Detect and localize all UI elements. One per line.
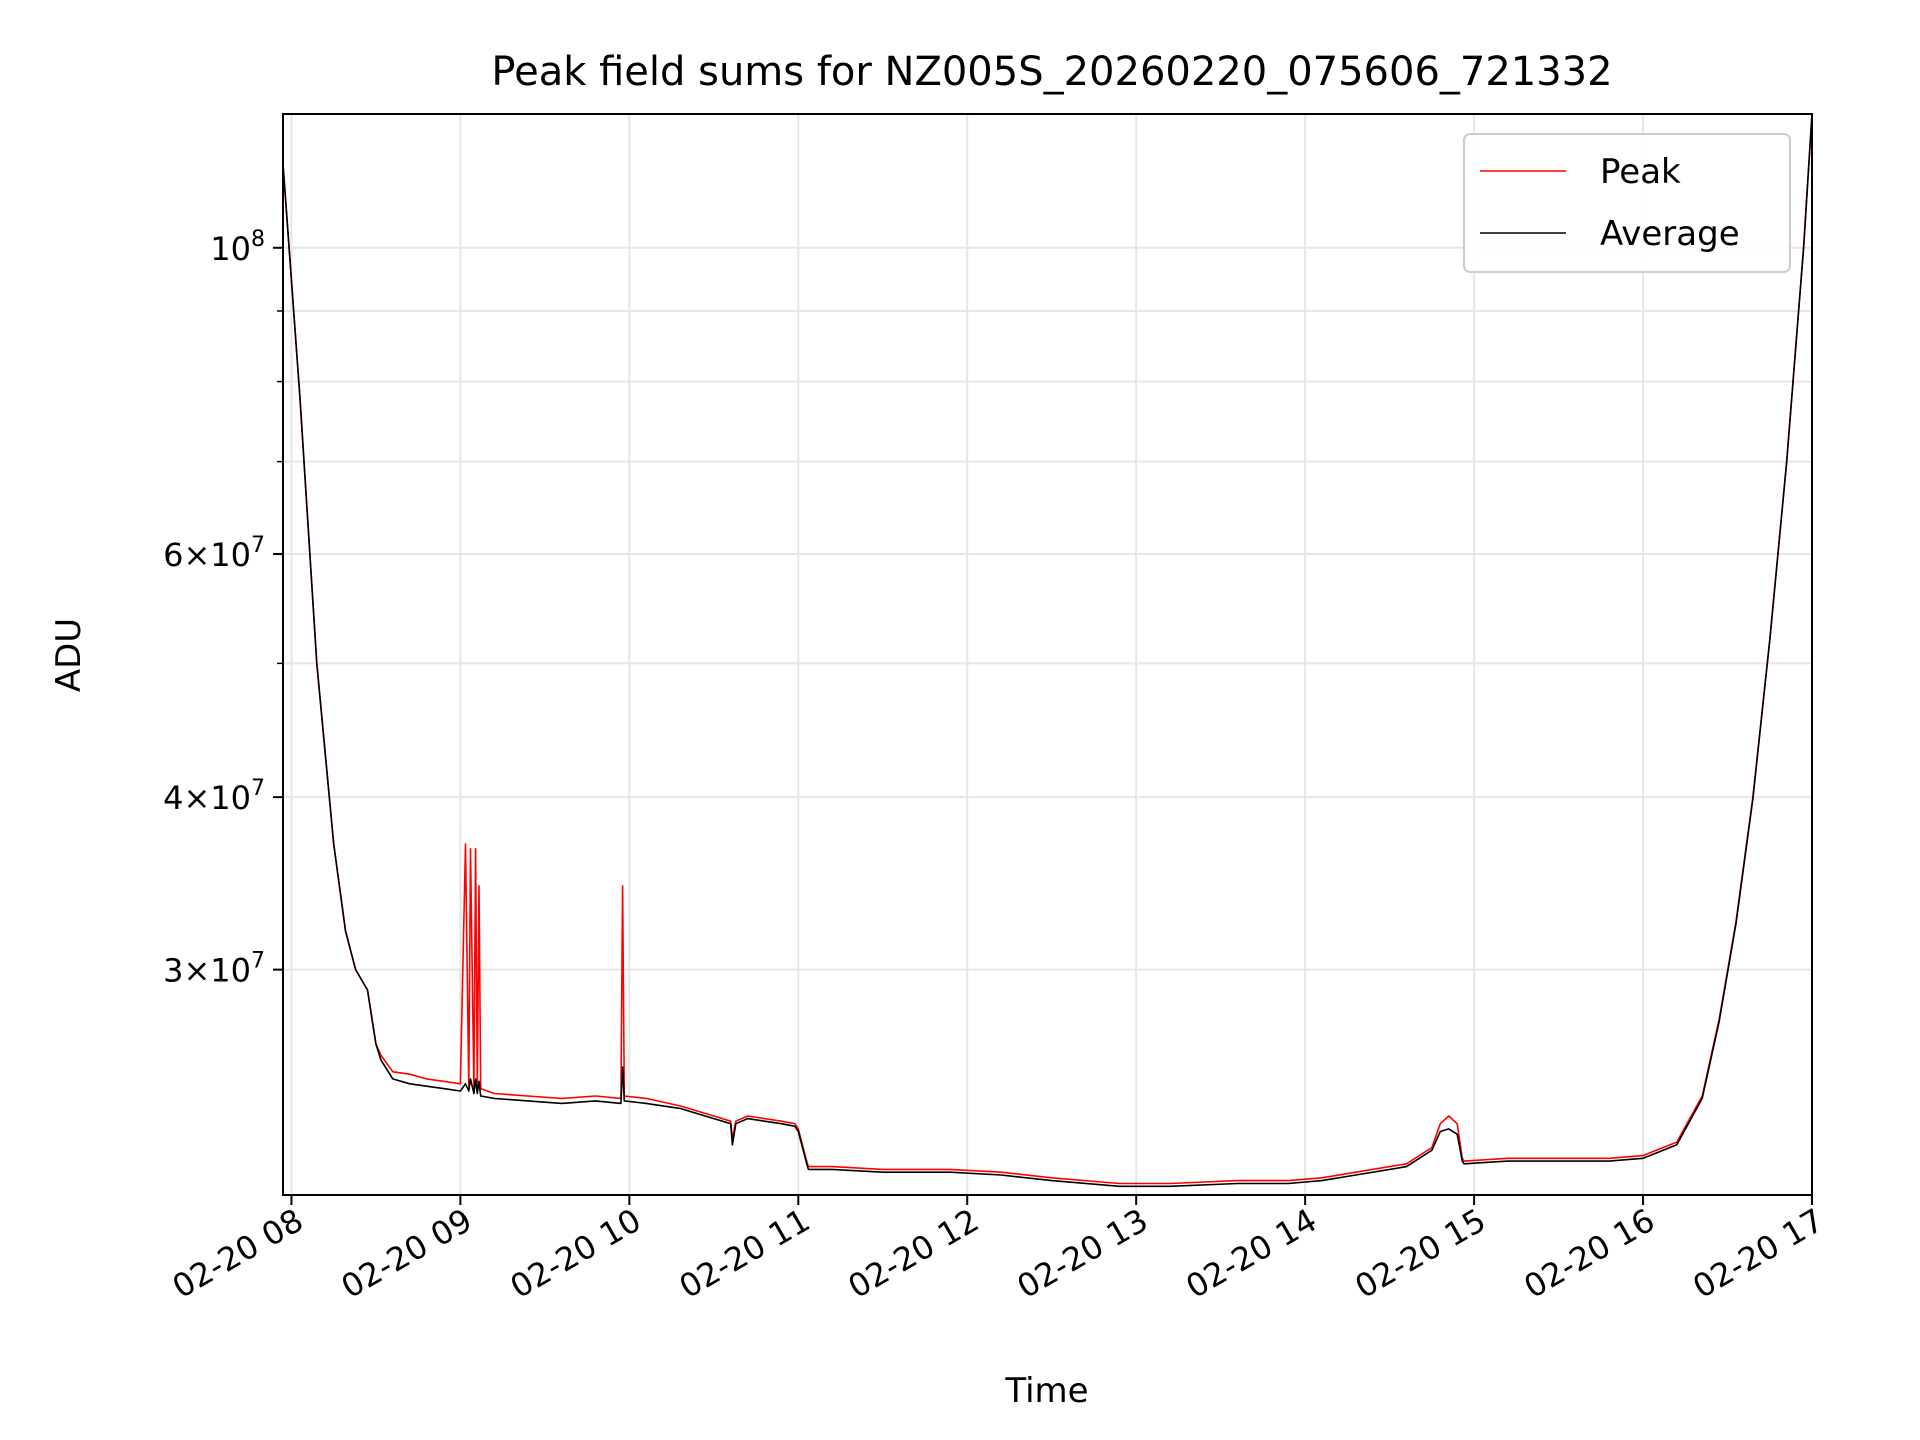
y-tick-label: 3×107 — [163, 949, 265, 990]
legend-label-peak: Peak — [1600, 152, 1681, 192]
legend-box — [1463, 133, 1791, 273]
series-line-peak — [282, 113, 1813, 1185]
y-tick-label: 4×107 — [163, 776, 265, 817]
y-tick-label: 6×107 — [163, 533, 265, 574]
x-axis-label: Time — [1004, 1371, 1088, 1411]
chart-title: Peak field sums for NZ005S_20260220_0756… — [491, 49, 1612, 95]
series-group — [282, 113, 1813, 1188]
y-axis-label: ADU — [49, 618, 89, 692]
series-line-average — [282, 113, 1813, 1188]
legend: Peak Average — [1463, 133, 1791, 273]
plot-frame — [282, 113, 1813, 1196]
legend-label-average: Average — [1600, 214, 1740, 254]
